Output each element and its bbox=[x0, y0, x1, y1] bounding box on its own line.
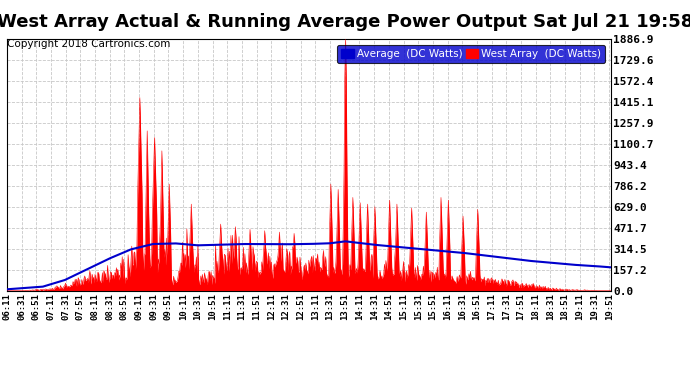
Text: West Array Actual & Running Average Power Output Sat Jul 21 19:58: West Array Actual & Running Average Powe… bbox=[0, 13, 690, 31]
Legend: Average  (DC Watts), West Array  (DC Watts): Average (DC Watts), West Array (DC Watts… bbox=[337, 45, 605, 63]
Text: Copyright 2018 Cartronics.com: Copyright 2018 Cartronics.com bbox=[7, 39, 170, 50]
